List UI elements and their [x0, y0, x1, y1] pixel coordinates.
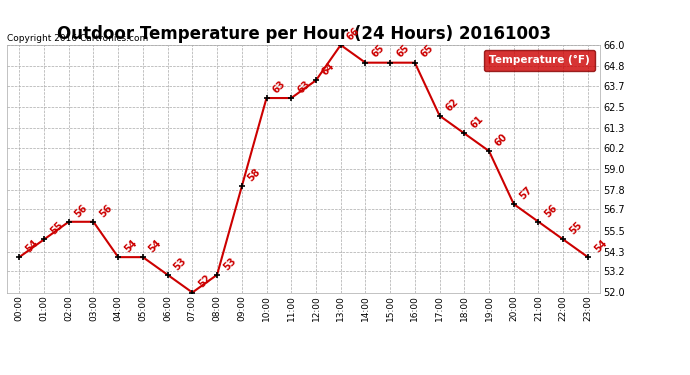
- Title: Outdoor Temperature per Hour (24 Hours) 20161003: Outdoor Temperature per Hour (24 Hours) …: [57, 26, 551, 44]
- Text: 57: 57: [518, 185, 535, 201]
- Text: 60: 60: [493, 132, 510, 148]
- Text: 53: 53: [172, 255, 188, 272]
- Text: 65: 65: [370, 43, 386, 60]
- Text: 62: 62: [444, 96, 460, 113]
- Text: 54: 54: [592, 238, 609, 254]
- Text: 54: 54: [122, 238, 139, 254]
- Text: 66: 66: [345, 26, 362, 42]
- Text: 58: 58: [246, 167, 263, 184]
- Text: 56: 56: [97, 202, 115, 219]
- Text: 56: 56: [542, 202, 560, 219]
- Text: 65: 65: [394, 43, 411, 60]
- Text: 64: 64: [320, 61, 337, 78]
- Text: 63: 63: [295, 79, 312, 95]
- Legend: Temperature (°F): Temperature (°F): [484, 50, 595, 71]
- Text: 65: 65: [419, 43, 435, 60]
- Text: 55: 55: [48, 220, 65, 237]
- Text: 54: 54: [147, 238, 164, 254]
- Text: 55: 55: [567, 220, 584, 237]
- Text: 56: 56: [73, 202, 90, 219]
- Text: 53: 53: [221, 255, 238, 272]
- Text: 52: 52: [197, 273, 213, 290]
- Text: 61: 61: [469, 114, 485, 130]
- Text: 63: 63: [270, 79, 287, 95]
- Text: 54: 54: [23, 238, 40, 254]
- Text: Copyright 2016 Cartronics.com: Copyright 2016 Cartronics.com: [7, 33, 148, 42]
